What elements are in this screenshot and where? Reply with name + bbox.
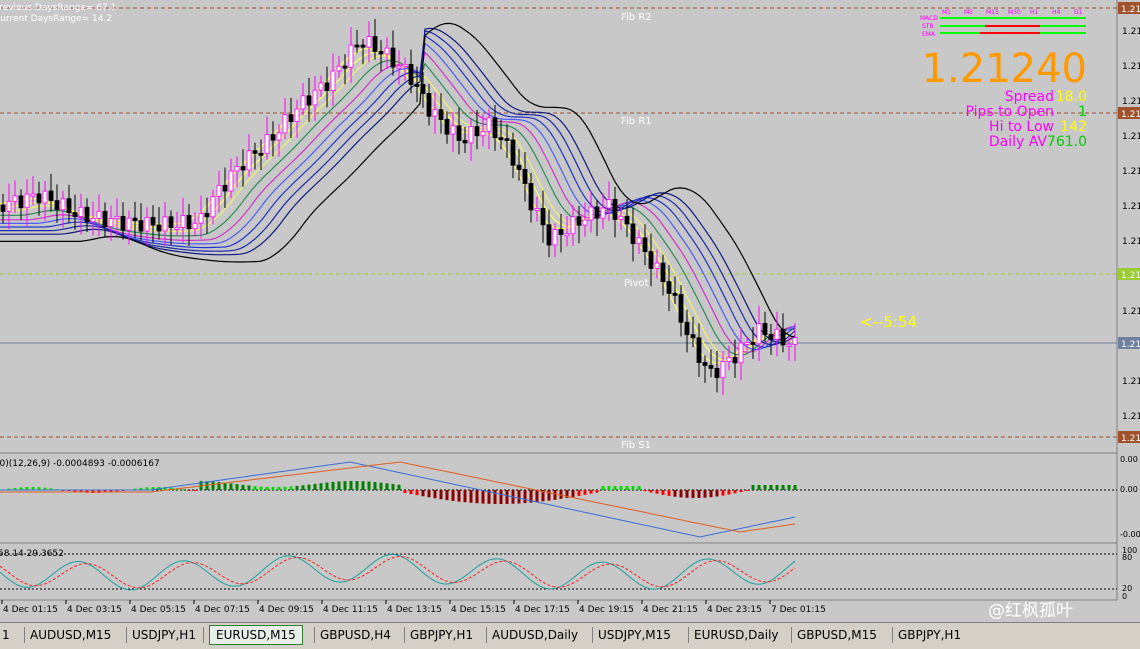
price-axis-label: 1.21 (1122, 307, 1140, 317)
timeframe-label: M1 (942, 9, 951, 16)
stoch-label: 58.14 29.3652 (0, 549, 64, 559)
hi-to-low-label: Hi to Low (989, 119, 1054, 135)
tab-separator (486, 627, 487, 643)
level-tag-label: 1.21 (1121, 340, 1140, 350)
timeframe-label: H4 (1052, 9, 1061, 16)
level-tag-label: 1.21 (1121, 434, 1140, 444)
price-axis: 1.21 1.21 1.21 1.21 1.21 1.21 1.21 1.21 1.21 1.21… (1118, 2, 1140, 601)
pivot-label: Pivot (624, 278, 649, 289)
tab-separator (126, 627, 127, 643)
time-axis-label: 7 Dec 01:15 (771, 605, 826, 615)
chart-tab[interactable]: GBPUSD,H4 (320, 628, 391, 642)
current-days-range: Current DaysRange= 14.2 (0, 14, 112, 24)
pips-to-open-label: Pips to Open (965, 104, 1054, 120)
time-axis-label: 4 Dec 13:15 (387, 605, 442, 615)
level-tag-label: 1.21 (1121, 5, 1140, 15)
time-axis-label: 4 Dec 05:15 (131, 605, 186, 615)
timeframe-label: M30 (1008, 9, 1021, 16)
chart-tab-bar: 1 AUDUSD,M15 USDJPY,H1 EURUSD,M15 GBPUSD,H4 G… (0, 622, 1140, 649)
signal-matrix: M1 M5 M15 M30 H1 H4 D1 MACD STR EMA (920, 9, 1086, 38)
time-axis-label: 4 Dec 21:15 (643, 605, 698, 615)
chart-tab[interactable]: EURUSD,M15 (209, 625, 303, 645)
price-axis-label: 1.21 (1122, 132, 1140, 142)
level-tag (1118, 107, 1140, 119)
macd-label: (0)(12,26,9) -0.0004893 -0.0006167 (0, 459, 160, 469)
watermark: @红枫孤叶 (988, 601, 1073, 621)
time-axis-label: 4 Dec 15:15 (451, 605, 506, 615)
stoch-axis-label: 20 (1122, 584, 1132, 593)
fib-r1-label: Fib R1 (621, 116, 652, 127)
macd-axis-label: -0.00 (1120, 530, 1140, 539)
price-axis-label: 1.21 (1122, 62, 1140, 72)
previous-days-range: Previous DaysRange= 67.1 (0, 3, 116, 13)
tab-separator (314, 627, 315, 643)
fib-r2-label: Fib R2 (621, 12, 652, 23)
chart-tab[interactable]: AUDUSD,Daily (492, 628, 579, 642)
fib-s1-label: Fib S1 (621, 440, 651, 451)
spread-value: 18.0 (1056, 89, 1087, 105)
time-axis-label: 4 Dec 23:15 (707, 605, 762, 615)
level-tag (1118, 431, 1140, 443)
macd-axis-label: 0.00 (1120, 485, 1138, 494)
timeframe-label: D1 (1074, 9, 1083, 16)
price-axis-label: 1.21 (1122, 167, 1140, 177)
chart-tab[interactable]: AUDUSD,M15 (30, 628, 112, 642)
tab-separator (688, 627, 689, 643)
stoch-axis-label: 100 (1122, 546, 1137, 555)
time-axis-label: 4 Dec 09:15 (259, 605, 314, 615)
hi-to-low-value: 142 (1060, 119, 1087, 135)
signal-row-str: STR (922, 23, 934, 30)
signal-row-ema: EMA (922, 31, 936, 38)
tab-separator (791, 627, 792, 643)
chart-tab[interactable]: 1 (2, 628, 10, 642)
price-axis-label: 1.21 (1122, 377, 1140, 387)
level-tag (1118, 2, 1140, 14)
big-price: 1.21240 (922, 46, 1087, 92)
daily-av-label: Daily AV (989, 134, 1048, 150)
price-axis-label: 1.21 (1122, 412, 1140, 422)
level-tag (1118, 268, 1140, 280)
timeframe-label: M15 (986, 9, 999, 16)
tab-separator (592, 627, 593, 643)
tab-separator (892, 627, 893, 643)
chart-tab[interactable]: EURUSD,Daily (694, 628, 779, 642)
price-axis-label: 1.21 (1122, 202, 1140, 212)
level-tag-label: 1.21 (1121, 110, 1140, 120)
price-axis-label: 1.21 (1122, 97, 1140, 107)
bar-countdown: <--5:54 (860, 313, 917, 331)
time-axis-label: 4 Dec 11:15 (323, 605, 378, 615)
timeframe-label: M5 (964, 9, 973, 16)
candlesticks (0, 18, 798, 396)
macd-indicator (0, 461, 797, 538)
timeframe-label: H1 (1030, 9, 1039, 16)
time-axis-label: 4 Dec 07:15 (195, 605, 250, 615)
macd-axis-label: 0.00 (1120, 455, 1138, 464)
price-axis-label: 1.21 (1122, 237, 1140, 247)
time-axis-label: 4 Dec 03:15 (67, 605, 122, 615)
daily-av-value: 761.0 (1047, 134, 1087, 150)
tab-separator (404, 627, 405, 643)
tab-separator (24, 627, 25, 643)
chart-tab[interactable]: GBPJPY,H1 (898, 628, 962, 642)
stochastic-indicator (0, 553, 796, 591)
price-axis-label: 1.21 (1122, 27, 1140, 37)
signal-row-macd: MACD (920, 15, 938, 22)
time-axis-label: 4 Dec 19:15 (579, 605, 634, 615)
spread-label: Spread (1005, 89, 1054, 105)
chart-tab[interactable]: GBPUSD,M15 (797, 628, 877, 642)
time-axis-label: 4 Dec 17:15 (515, 605, 570, 615)
tab-separator (203, 627, 204, 643)
chart-tab[interactable]: GBPJPY,H1 (410, 628, 474, 642)
time-axis: 4 Dec 01:15 4 Dec 03:15 4 Dec 05:15 4 Dec 0… (1, 600, 826, 615)
level-tag (1118, 337, 1140, 349)
time-axis-label: 4 Dec 01:15 (3, 605, 58, 615)
chart-tab[interactable]: USDJPY,M15 (598, 628, 671, 642)
level-tag-label: 1.21 (1121, 271, 1140, 281)
chart-tab[interactable]: USDJPY,H1 (132, 628, 196, 642)
stoch-axis-label: 80 (1122, 553, 1132, 562)
price-chart[interactable]: Fib R2 Fib R1 Pivot Fib S1 Previous Days… (0, 0, 1140, 622)
stoch-axis-label: 0 (1122, 592, 1127, 601)
pips-to-open-value: 1 (1078, 104, 1087, 120)
